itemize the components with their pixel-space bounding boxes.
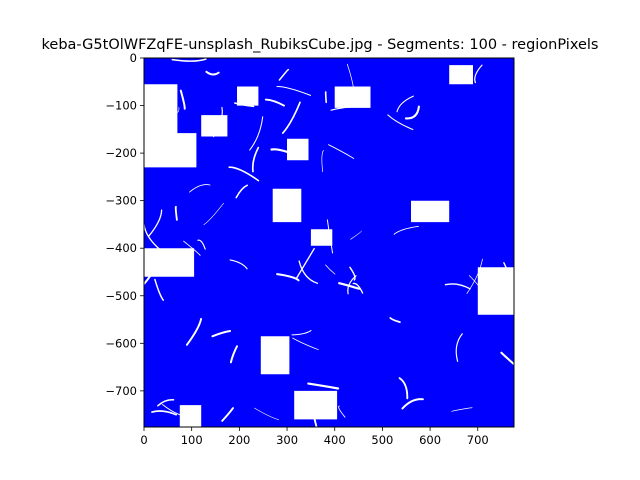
blank-region — [260, 336, 290, 375]
blank-region — [272, 188, 302, 223]
x-axis: 0 100 200 300 400 500 600 700 — [140, 427, 489, 447]
segment-boundary-streak — [307, 382, 340, 390]
blank-region — [144, 84, 178, 135]
segment-boundary-streak — [221, 407, 234, 422]
blank-region — [144, 248, 195, 277]
blank-region — [179, 405, 202, 427]
segment-boundary-streak — [352, 282, 364, 294]
segment-boundary-streak — [444, 283, 471, 290]
segment-boundary-streak — [197, 239, 206, 250]
segment-boundary-streak — [179, 89, 186, 110]
segment-boundary-streak — [393, 225, 419, 235]
segment-boundary-streak — [151, 410, 178, 416]
segment-boundary-streak — [157, 398, 175, 407]
segment-boundary-streak — [349, 266, 356, 281]
blank-region — [201, 115, 228, 137]
blank-region — [294, 390, 338, 420]
segment-boundary-streak — [251, 146, 260, 173]
segment-boundary-streak — [398, 377, 409, 400]
segment-boundary-streak — [185, 317, 203, 346]
blank-region — [477, 267, 514, 315]
segment-boundary-streak — [298, 260, 319, 284]
segment-boundary-streak — [401, 398, 424, 410]
y-tick-label: 0 — [130, 51, 137, 65]
segment-boundary-streak — [451, 407, 473, 412]
blank-region — [411, 200, 450, 223]
segment-boundary-streak — [235, 184, 248, 199]
segment-boundary-streak — [254, 407, 279, 421]
segment-boundary-streak — [387, 114, 414, 131]
segment-boundary-streak — [338, 405, 346, 418]
segment-boundary-streak — [229, 345, 238, 364]
segment-boundary-streak — [389, 317, 401, 324]
segment-boundary-streak — [466, 258, 483, 294]
segment-boundary-streak — [292, 337, 319, 351]
segment-boundary-streak — [350, 230, 362, 240]
x-tick-label: 100 — [181, 433, 203, 447]
segment-boundary-streak — [278, 68, 290, 81]
y-tick-label: −300 — [105, 194, 137, 208]
blank-region — [449, 65, 473, 85]
y-tick-label: −500 — [105, 289, 137, 303]
segment-boundary-streak — [276, 273, 300, 282]
segment-boundary-streak — [249, 116, 264, 151]
segment-boundary-streak — [281, 101, 301, 134]
blank-region — [287, 138, 309, 161]
segment-boundary-streak — [276, 85, 312, 96]
segment-boundary-streak — [347, 275, 357, 295]
x-tick-label: 400 — [324, 433, 346, 447]
segment-boundary-streak — [325, 264, 336, 275]
segment-boundary-streak — [154, 278, 165, 301]
segment-boundary-streak — [203, 202, 224, 226]
blank-region — [144, 133, 197, 168]
x-tick-label: 0 — [140, 433, 147, 447]
x-tick-label: 600 — [419, 433, 441, 447]
segment-boundary-streak — [211, 330, 232, 338]
y-tick-label: −700 — [105, 384, 137, 398]
segment-boundary-streak — [174, 205, 178, 221]
x-tick-label: 200 — [228, 433, 250, 447]
segment-boundary-streak — [321, 150, 324, 173]
segment-boundary-streak — [148, 209, 163, 237]
y-tick-label: −100 — [105, 99, 137, 113]
segment-boundary-streak — [455, 333, 463, 362]
blank-region — [334, 86, 371, 108]
segment-boundary-streak — [404, 105, 420, 120]
segment-boundary-streak — [264, 98, 285, 107]
segment-boundary-streak — [295, 247, 315, 280]
segment-boundary-streak — [396, 95, 414, 113]
segment-boundary-streak — [228, 166, 260, 182]
x-tick-label: 700 — [467, 433, 489, 447]
x-tick-label: 300 — [276, 433, 298, 447]
segment-boundary-streak — [291, 330, 312, 336]
plot-frame — [143, 57, 515, 428]
segment-boundary-streak — [324, 91, 327, 104]
y-tick-label: −200 — [105, 146, 137, 160]
segment-boundary-streak — [474, 64, 483, 84]
segment-boundary-streak — [338, 282, 361, 290]
segment-boundary-streak — [229, 259, 248, 270]
blank-region — [237, 86, 259, 106]
y-axis: 0 −100 −200 −300 −400 −500 −600 −700 — [105, 51, 144, 398]
segment-boundary-streak — [205, 70, 220, 76]
chart-title: keba-G5tOlWFZqFE-unsplash_RubiksCube.jpg… — [42, 37, 599, 53]
segment-boundary-streak — [189, 184, 211, 193]
segment-boundary-streak — [270, 148, 290, 154]
y-tick-label: −400 — [105, 241, 137, 255]
blank-region — [310, 229, 333, 246]
y-tick-label: −600 — [105, 336, 137, 350]
x-tick-label: 500 — [371, 433, 393, 447]
segment-boundary-streak — [328, 144, 355, 159]
blank-regions-layer — [144, 65, 514, 427]
segment-boundary-streak — [171, 58, 207, 62]
